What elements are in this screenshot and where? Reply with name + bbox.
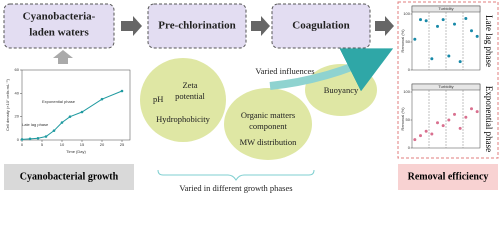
phase-label: Exponential phase bbox=[484, 86, 494, 152]
y-tick-label: 50 bbox=[406, 39, 411, 44]
point bbox=[453, 112, 456, 116]
influence: component bbox=[249, 121, 287, 131]
arrows bbox=[53, 16, 394, 64]
point bbox=[100, 97, 104, 101]
point bbox=[464, 115, 468, 119]
y-tick-label: 20 bbox=[15, 114, 20, 119]
point bbox=[120, 89, 124, 93]
influence-label: Varied influences bbox=[255, 66, 314, 76]
growth-title: Cyanobacterial growth bbox=[20, 171, 119, 182]
point bbox=[28, 137, 32, 141]
y-axis-label: Removal (%) bbox=[400, 29, 405, 53]
point bbox=[458, 60, 462, 64]
y-tick-label: 100 bbox=[403, 11, 410, 16]
x-axis-label: Time (Day) bbox=[66, 149, 86, 154]
step-box bbox=[147, 3, 247, 49]
point bbox=[20, 138, 24, 141]
point bbox=[447, 118, 451, 122]
point bbox=[470, 29, 473, 33]
influence: MW distribution bbox=[240, 137, 297, 147]
step-box bbox=[3, 3, 115, 49]
point bbox=[52, 129, 56, 132]
x-tick-label: 20 bbox=[100, 142, 105, 147]
ellipse bbox=[224, 88, 312, 160]
removal-frame bbox=[397, 1, 499, 159]
step-label: Cyanobacteria- bbox=[23, 11, 96, 23]
point bbox=[447, 54, 451, 58]
panel-header-label: Turbidity bbox=[438, 84, 453, 89]
graphical-abstract: Cyanobacteria- laden waters Pre-chlorina… bbox=[3, 1, 499, 193]
y-tick-label: 50 bbox=[406, 117, 411, 122]
influence: Hydrophobicity bbox=[156, 114, 211, 124]
y-tick-label: 60 bbox=[15, 67, 20, 72]
curved-arrow bbox=[269, 48, 394, 92]
point bbox=[424, 129, 428, 133]
point bbox=[424, 19, 428, 23]
y-axis-label: Removal (%) bbox=[400, 107, 405, 131]
y-axis-label: Cell density (×10⁷ cells mL⁻¹) bbox=[5, 78, 10, 131]
label-box bbox=[4, 164, 134, 190]
point bbox=[80, 110, 84, 114]
x-tick-label: 10 bbox=[60, 142, 65, 147]
point bbox=[475, 110, 479, 114]
annotation: Exponential phase bbox=[42, 99, 76, 104]
step-label: laden waters bbox=[29, 27, 89, 39]
x-tick-label: 25 bbox=[120, 142, 125, 147]
influence: Buoyancy bbox=[324, 85, 359, 95]
x-tick-label: 5 bbox=[41, 142, 44, 147]
point bbox=[458, 126, 462, 130]
growth-line bbox=[21, 90, 123, 140]
step-label: Pre-chlorination bbox=[158, 20, 235, 32]
influence: pH bbox=[153, 94, 163, 104]
influence: Zeta bbox=[182, 80, 197, 90]
point bbox=[436, 24, 439, 28]
growth-chart: Cell density (×10⁷ cells mL⁻¹) Time (Day… bbox=[5, 67, 131, 154]
point bbox=[475, 34, 479, 38]
x-tick-label: 15 bbox=[80, 142, 85, 147]
point bbox=[441, 18, 445, 22]
point bbox=[419, 134, 422, 138]
point bbox=[44, 135, 48, 138]
step-label: Coagulation bbox=[292, 20, 349, 32]
point bbox=[68, 115, 72, 118]
point bbox=[419, 18, 422, 22]
point bbox=[413, 138, 417, 142]
point bbox=[441, 124, 445, 128]
influence: Organic matters bbox=[241, 110, 295, 120]
point bbox=[470, 107, 473, 111]
label-box bbox=[398, 164, 498, 190]
panel-header-label: Turbidity bbox=[438, 6, 453, 11]
y-tick-label: 0 bbox=[408, 145, 411, 150]
point bbox=[413, 37, 417, 41]
y-tick-label: 0 bbox=[17, 137, 20, 142]
y-tick-label: 100 bbox=[403, 89, 410, 94]
y-tick-label: 40 bbox=[15, 90, 20, 95]
x-tick-label: 0 bbox=[21, 142, 24, 147]
point bbox=[430, 132, 434, 136]
point bbox=[436, 121, 439, 125]
point bbox=[464, 16, 468, 20]
influence: potential bbox=[175, 91, 205, 101]
point bbox=[60, 121, 64, 124]
phase-label: Late lag phase bbox=[484, 15, 494, 67]
footer: Varied in different growth phases bbox=[179, 183, 292, 193]
ellipse bbox=[140, 58, 226, 142]
removal-panels: Turbidity Removal (%) Late lag phase 0 50 100… bbox=[400, 5, 494, 152]
point bbox=[453, 22, 456, 26]
point bbox=[36, 136, 40, 140]
point bbox=[430, 57, 434, 61]
step-box bbox=[271, 3, 371, 49]
removal-title: Removal efficiency bbox=[408, 171, 489, 182]
annotation: Late lag phase bbox=[22, 122, 49, 127]
brace bbox=[157, 169, 315, 181]
y-tick-label: 0 bbox=[408, 67, 411, 72]
plot-frame bbox=[21, 69, 131, 141]
